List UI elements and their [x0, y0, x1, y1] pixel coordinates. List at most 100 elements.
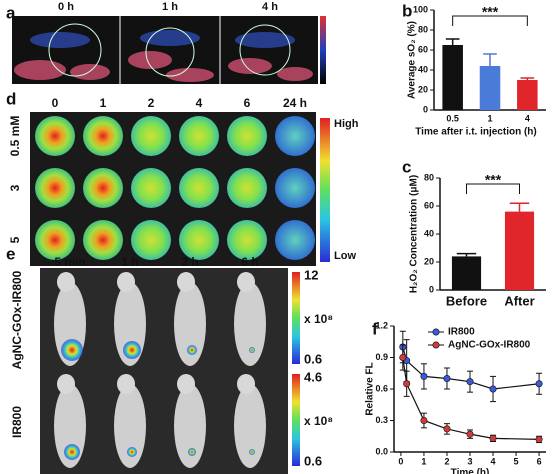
x-tick-label: 4	[525, 113, 530, 123]
mouse	[234, 282, 266, 366]
well	[83, 168, 123, 208]
well	[179, 168, 219, 208]
colorbar-unit: x 10⁸	[304, 312, 333, 326]
significance-bracket	[452, 15, 528, 26]
x-tick-label: 6	[537, 456, 542, 466]
time-label: 0 h	[58, 1, 74, 13]
mouse-head	[237, 374, 255, 394]
y-tick-label: 100	[413, 4, 428, 14]
point	[403, 380, 411, 388]
column-label: 4	[196, 96, 203, 110]
well	[131, 116, 171, 156]
y-axis-label: Relative FL	[365, 362, 376, 415]
row-label: IR800	[10, 406, 24, 438]
bar	[451, 256, 482, 290]
well	[35, 168, 75, 208]
well	[35, 116, 75, 156]
well	[35, 220, 75, 260]
time-label: 1 h	[162, 1, 178, 13]
point	[420, 372, 428, 380]
y-tick-label: 80	[424, 172, 434, 182]
panel-label: b	[402, 1, 412, 20]
mouse	[174, 282, 206, 366]
panel-label: d	[6, 89, 16, 108]
y-tick-label: 0	[429, 284, 434, 294]
row-label: 3	[8, 184, 22, 191]
significance: ***	[485, 172, 502, 188]
colorbar-max: 4.6	[304, 369, 322, 384]
x-tick-label: 2	[444, 456, 449, 466]
significance-bracket	[466, 183, 520, 194]
x-tick-label: 0	[398, 456, 403, 466]
panel-d: d High Low	[6, 89, 359, 266]
panel-label: f	[372, 319, 378, 338]
fluorescence	[123, 341, 141, 359]
panel-label: a	[6, 3, 16, 22]
x-tick-label: 4	[491, 456, 496, 466]
column-label: 6	[244, 96, 251, 110]
y-tick-label: 1.2	[375, 320, 388, 330]
panel-label: e	[6, 244, 15, 263]
row-label: AgNC-GOx-IR800	[10, 270, 24, 369]
colorbar-min: 0.6	[304, 453, 322, 468]
significance: ***	[482, 4, 499, 20]
x-tick-label: 0.5	[446, 113, 459, 123]
column-label: 2	[148, 96, 155, 110]
well	[275, 116, 315, 156]
panel-e: e	[6, 244, 288, 474]
pa-signal	[14, 51, 313, 82]
point	[535, 380, 543, 388]
point	[535, 435, 543, 443]
x-tick-label: 3	[467, 456, 472, 466]
x-tick-label: Before	[446, 293, 487, 308]
well	[83, 116, 123, 156]
y-tick-label: 20	[418, 84, 428, 94]
plate-image	[30, 112, 316, 266]
mouse	[114, 384, 146, 468]
column-label: 5 min	[54, 255, 85, 269]
column-label: 1	[100, 96, 107, 110]
point	[489, 434, 497, 442]
bar	[479, 66, 501, 110]
mouse	[174, 384, 206, 468]
mouse-head	[57, 374, 75, 394]
d-colorbar	[320, 118, 330, 262]
fluorescence	[187, 345, 197, 355]
x-axis-label: Time after i.t. injection (h)	[415, 127, 537, 138]
y-tick-label: 0.3	[375, 415, 388, 425]
mouse-head	[117, 374, 135, 394]
y-tick-label: 0.9	[375, 352, 388, 362]
colorbar-unit: x 10⁸	[304, 414, 333, 428]
x-tick-label: 1	[487, 113, 492, 123]
point	[466, 430, 474, 438]
fluorescence	[249, 449, 255, 455]
colorbar-low: Low	[334, 250, 356, 262]
colorbar-high: High	[334, 118, 359, 130]
colorbar-max: 12	[304, 267, 318, 282]
time-label: 4 h	[262, 1, 278, 13]
well	[179, 220, 219, 260]
fluorescence	[249, 347, 255, 353]
y-axis-label: Average sO₂ (%)	[407, 21, 418, 99]
fluorescence	[61, 339, 83, 361]
y-tick-label: 40	[424, 228, 434, 238]
well	[227, 116, 267, 156]
legend-marker	[432, 328, 440, 336]
mouse-head	[237, 272, 255, 292]
row-label: 5	[8, 236, 22, 243]
well	[275, 168, 315, 208]
bar	[504, 211, 535, 290]
column-label: 0	[52, 96, 59, 110]
e-colorbar	[292, 374, 300, 466]
y-tick-label: 40	[418, 64, 428, 74]
point	[466, 378, 474, 386]
y-tick-label: 0	[423, 104, 428, 114]
well	[227, 168, 267, 208]
column-label: 2 h	[181, 255, 198, 269]
series-line	[402, 357, 540, 440]
well	[275, 220, 315, 260]
mouse-head	[177, 374, 195, 394]
mouse-head	[177, 272, 195, 292]
tumor-outline	[48, 23, 291, 77]
